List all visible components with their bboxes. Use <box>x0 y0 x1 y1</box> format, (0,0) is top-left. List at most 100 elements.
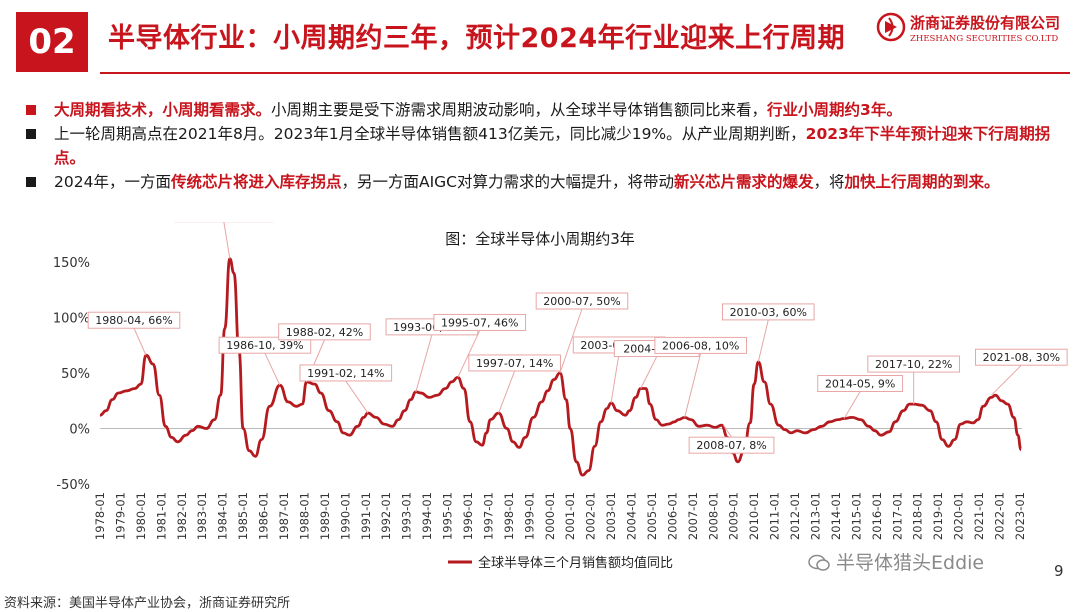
logo-chinese-name: 浙商证券股份有限公司 <box>910 14 1061 32</box>
callout-leader <box>264 352 281 386</box>
highlight-text: 新兴芯片需求的爆发 <box>673 173 814 191</box>
x-tick-label: 2013-01 <box>809 492 823 540</box>
callout-label: 1995-07, 46% <box>441 316 518 329</box>
x-tick-label: 1994-01 <box>420 492 434 540</box>
callout-box <box>535 292 629 310</box>
x-tick-label: 1987-01 <box>277 492 291 540</box>
logo-english-name: ZHESHANG SECURITIES CO.LTD <box>910 34 1059 44</box>
callout-leader <box>640 356 658 389</box>
x-tick-label: 2000-01 <box>543 492 557 540</box>
line-chart: -50% 0% 50% 100% 150% 1978-01 1979-01 1980-01 19… <box>53 222 1068 571</box>
x-tick-label: 2011-01 <box>768 492 782 540</box>
callout-leader <box>559 308 583 374</box>
x-tick-label: 1986-01 <box>257 492 271 540</box>
highlight-text: 行业小周期约3年。 <box>767 101 902 119</box>
source-note: 资料来源：美国半导体产业协会，浙商证券研究所 <box>4 596 291 611</box>
x-tick-label: 2008-01 <box>706 492 720 540</box>
x-tick-label: 2004-01 <box>625 492 639 540</box>
x-tick-label: 2003-01 <box>604 492 618 540</box>
callout-label: 2000-07, 50% <box>543 295 620 308</box>
callout-box <box>721 303 815 321</box>
callout-label: 2006-08, 10% <box>662 339 739 352</box>
bullet-square-icon <box>26 177 36 187</box>
callout-label: 2021-08, 30% <box>983 351 1060 364</box>
y-tick-label: 0% <box>69 423 90 438</box>
chart-title: 图：全球半导体小周期约3年 <box>445 230 635 248</box>
x-tick-label: 1982-01 <box>175 492 189 540</box>
bullet-item: 上一轮周期高点在2021年8月。2023年1月全球半导体销售额413亿美元，同比… <box>24 122 1064 170</box>
callout-box <box>654 336 747 354</box>
body-text: 小周期主要是受下游需求周期波动影响，从全球半导体销售额同比来看， <box>271 101 768 119</box>
x-tick-label: 1996-01 <box>461 492 475 540</box>
watermark-text: 半导体猎头Eddie <box>836 552 985 574</box>
x-tick-label: 2014-01 <box>829 492 843 540</box>
highlight-text: 大周期看技术，小周期看需求。 <box>54 101 272 119</box>
x-tick-label: 1992-01 <box>379 492 393 540</box>
highlight-text: 2023年下半年预计迎来下行周期拐点。 <box>54 125 1051 167</box>
y-tick-label: 50% <box>61 367 90 382</box>
x-tick-label: 2021-01 <box>972 492 986 540</box>
callout-box <box>817 375 904 393</box>
callout-leader <box>133 328 147 356</box>
x-tick-label: 2020-01 <box>952 492 966 540</box>
body-text: ，另一方面AIGC对算力需求的大幅提升，将带动 <box>341 173 674 191</box>
x-tick-label: 2001-01 <box>563 492 577 540</box>
x-tick-label: 2022-01 <box>993 492 1007 540</box>
x-tick-label: 1989-01 <box>318 492 332 540</box>
y-tick-label: 100% <box>53 312 90 327</box>
callout-label: 2014-05, 9% <box>825 378 895 391</box>
callout-leader <box>457 330 481 378</box>
x-tick-label: 2015-01 <box>849 492 863 540</box>
callout-label: 1988-02, 42% <box>286 326 363 339</box>
callout-label: 2017-10, 22% <box>875 358 952 371</box>
callout-box <box>87 311 181 329</box>
highlight-text: 传统芯片将进入库存拐点 <box>170 173 342 191</box>
bullet-square-icon <box>26 129 36 139</box>
x-tick-label: 1991-01 <box>359 492 373 540</box>
chart: 图：全球半导体小周期约3年 -50% 0% 50% 100% 150% 1978-01 19… <box>0 222 1080 592</box>
callout-leader <box>498 370 516 414</box>
x-tick-label: 2016-01 <box>870 492 884 540</box>
bullet-square-icon <box>26 105 36 115</box>
logo-mark-icon <box>876 12 906 42</box>
highlight-text: 加快上行周期的到来。 <box>844 173 1000 191</box>
wechat-icon <box>808 554 830 571</box>
callout-box <box>468 354 561 372</box>
callout-leader <box>610 352 620 404</box>
header-divider <box>100 72 1070 74</box>
y-tick-label: -50% <box>56 478 90 493</box>
x-tick-label: 2002-01 <box>584 492 598 540</box>
bullet-item: 2024年，一方面传统芯片将进入库存拐点，另一方面AIGC对算力需求的大幅提升，… <box>24 170 1064 194</box>
watermark: 半导体猎头Eddie <box>808 548 984 575</box>
x-tick-label: 2023-01 <box>1013 492 1027 540</box>
x-tick-label: 1997-01 <box>481 492 495 540</box>
callout-leader <box>757 319 769 363</box>
callout-label: 1991-02, 14% <box>307 367 384 380</box>
x-tick-label: 1999-01 <box>522 492 536 540</box>
legend-label: 全球半导体三个月销售额均值同比 <box>478 555 673 571</box>
page-title: 半导体行业：小周期约三年，预计2024年行业迎来上行周期 <box>108 23 846 54</box>
x-tick-label: 1990-01 <box>338 492 352 540</box>
callout-leader <box>723 424 732 438</box>
callout-box <box>278 323 371 341</box>
callout-box <box>218 336 312 354</box>
callout-leader <box>345 380 369 414</box>
callout-leader <box>684 353 702 418</box>
callout-label: 2008-07, 8% <box>696 439 766 452</box>
x-tick-label: 1984-01 <box>216 492 230 540</box>
body-text: 2024年，一方面 <box>54 173 171 191</box>
callout-leader <box>990 364 1022 396</box>
callout-box <box>867 355 960 373</box>
x-tick-label: 2006-01 <box>665 492 679 540</box>
x-tick-label: 2017-01 <box>890 492 904 540</box>
callout-box <box>688 436 775 454</box>
company-logo: 浙商证券股份有限公司 ZHESHANG SECURITIES CO.LTD <box>876 10 1072 50</box>
x-tick-label: 1979-01 <box>113 492 127 540</box>
x-tick-label: 2010-01 <box>747 492 761 540</box>
x-tick-label: 2018-01 <box>911 492 925 540</box>
callout-label: 1986-10, 39% <box>226 339 303 352</box>
callout-label: 1997-07, 14% <box>476 357 553 370</box>
series-line <box>99 257 1023 477</box>
x-tick-label: 1988-01 <box>297 492 311 540</box>
body-text: 上一轮周期高点在2021年8月。2023年1月全球半导体销售额413亿美元，同比… <box>54 125 806 143</box>
